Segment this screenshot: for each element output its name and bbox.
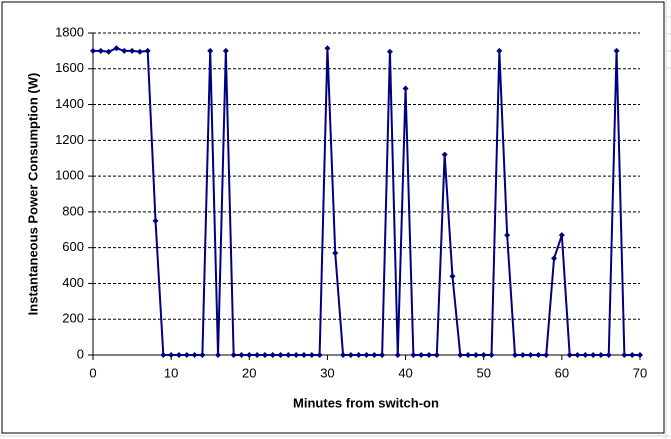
data-point: [605, 352, 612, 358]
data-point: [144, 47, 151, 54]
data-point: [277, 352, 284, 358]
data-point: [472, 352, 479, 358]
data-point: [465, 352, 472, 358]
data-point: [316, 352, 323, 358]
data-point: [215, 352, 222, 358]
data-point: [238, 352, 245, 358]
data-point: [426, 352, 433, 358]
data-point: [199, 352, 206, 358]
data-point: [105, 48, 112, 55]
data-point: [129, 47, 136, 54]
data-point: [449, 273, 456, 280]
data-point: [457, 352, 464, 358]
y-tick-label: 1400: [55, 96, 84, 111]
data-point: [191, 352, 198, 358]
data-point: [410, 352, 417, 358]
data-point: [261, 352, 268, 358]
y-tick-label: 1000: [55, 168, 84, 183]
data-point: [558, 232, 565, 239]
data-point: [496, 47, 503, 54]
data-point: [355, 352, 362, 358]
y-tick-label: 0: [77, 346, 84, 361]
y-tick-label: 400: [62, 275, 84, 290]
data-point: [363, 352, 370, 358]
data-point: [136, 48, 143, 55]
x-tick-label: 10: [164, 365, 178, 380]
y-tick-label: 200: [62, 311, 84, 326]
data-point: [230, 352, 237, 358]
data-point: [308, 352, 315, 358]
x-tick-label: 20: [242, 365, 256, 380]
y-tick-label: 1200: [55, 132, 84, 147]
data-point: [340, 352, 347, 358]
data-point: [551, 255, 558, 262]
data-point: [246, 352, 253, 358]
data-point: [285, 352, 292, 358]
y-tick-label: 800: [62, 203, 84, 218]
data-point: [332, 250, 339, 257]
data-point: [293, 352, 300, 358]
x-tick-label: 0: [89, 365, 96, 380]
data-point: [347, 352, 354, 358]
data-point: [371, 352, 378, 358]
x-tick-label: 40: [398, 365, 412, 380]
data-point: [254, 352, 261, 358]
data-point: [207, 47, 214, 54]
data-point: [597, 352, 604, 358]
x-tick-label: 30: [320, 365, 334, 380]
y-tick-label: 1600: [55, 60, 84, 75]
y-tick-label: 600: [62, 239, 84, 254]
data-point: [386, 48, 393, 55]
data-point: [402, 85, 409, 92]
data-point: [590, 352, 597, 358]
data-point: [535, 352, 542, 358]
x-tick-label: 60: [555, 365, 569, 380]
data-point: [168, 352, 175, 358]
data-point: [379, 352, 386, 358]
data-point: [637, 352, 643, 358]
data-point: [433, 352, 440, 358]
data-point: [394, 352, 401, 358]
data-point: [566, 352, 573, 358]
data-point: [511, 352, 518, 358]
data-point: [543, 352, 550, 358]
data-point: [269, 352, 276, 358]
data-point: [621, 352, 628, 358]
data-point: [418, 352, 425, 358]
data-point: [324, 45, 331, 52]
x-tick-label: 70: [633, 365, 647, 380]
data-point: [441, 151, 448, 158]
data-point: [121, 47, 128, 54]
data-point: [582, 352, 589, 358]
y-axis-title: Instantaneous Power Consumption (W): [25, 73, 40, 316]
data-point: [183, 352, 190, 358]
data-point: [222, 47, 229, 54]
data-point: [113, 45, 120, 52]
data-point: [527, 352, 534, 358]
data-point: [613, 47, 620, 54]
data-point: [574, 352, 581, 358]
data-point: [97, 47, 104, 54]
data-point: [519, 352, 526, 358]
data-point: [504, 232, 511, 239]
x-axis-title: Minutes from switch-on: [293, 395, 439, 410]
data-point: [152, 217, 159, 224]
x-tick-label: 50: [476, 365, 490, 380]
data-point: [629, 352, 636, 358]
data-point: [160, 352, 167, 358]
data-point: [300, 352, 307, 358]
data-point: [175, 352, 182, 358]
y-tick-label: 1800: [55, 24, 84, 39]
data-point: [90, 47, 96, 54]
data-point: [488, 352, 495, 358]
data-point: [480, 352, 487, 358]
